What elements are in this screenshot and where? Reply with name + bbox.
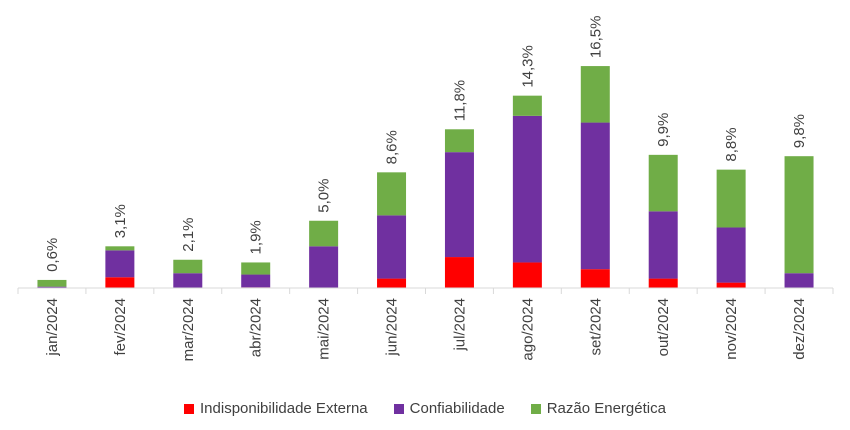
legend-swatch [184,403,195,414]
bar-segment-confiabilidade [580,122,610,270]
bar-segment-raz-o-energ-tica [580,66,610,123]
bar-segment-indisponibilidade-externa [648,278,678,288]
bar-segment-indisponibilidade-externa [580,269,610,288]
legend-item: Razão Energética [530,400,666,417]
bar-segment-raz-o-energ-tica [512,95,542,116]
x-tick-label: out/2024 [655,298,672,356]
bar-segment-raz-o-energ-tica [241,262,271,275]
bar-segment-confiabilidade [512,115,542,263]
bar-segment-raz-o-energ-tica [784,156,814,274]
x-tick-label: nov/2024 [723,298,740,360]
data-label: 16,5% [587,16,604,59]
data-label: 9,8% [791,114,808,148]
legend-item: Confiabilidade [393,400,505,417]
bar-segment-raz-o-energ-tica [377,172,407,216]
bar-segment-indisponibilidade-externa [377,278,407,288]
bar-segment-confiabilidade [309,246,339,288]
x-tick-label: abr/2024 [248,298,265,357]
data-label: 8,8% [723,127,740,161]
bar-segment-confiabilidade [105,250,135,278]
bar-segment-indisponibilidade-externa [716,282,746,288]
x-tick-label: fev/2024 [112,298,129,356]
legend-label: Confiabilidade [409,400,505,417]
data-label: 1,9% [248,220,265,254]
bar-segment-confiabilidade [716,227,746,283]
bar-segment-indisponibilidade-externa [444,257,474,288]
data-label: 8,6% [384,130,401,164]
bar-segment-indisponibilidade-externa [105,277,135,288]
bar-segment-confiabilidade [648,211,678,279]
x-tick-label: jan/2024 [44,298,61,357]
bar-segment-raz-o-energ-tica [37,279,67,287]
legend-item: Indisponibilidade Externa [184,400,368,417]
bar-segment-confiabilidade [377,215,407,279]
bar-segment-raz-o-energ-tica [716,169,746,228]
legend-label: Indisponibilidade Externa [200,400,368,417]
legend: Indisponibilidade Externa Confiabilidade R… [0,400,850,417]
bar-segment-raz-o-energ-tica [309,220,339,247]
x-tick-label: mai/2024 [316,298,333,360]
x-tick-label: ago/2024 [519,298,536,361]
stacked-bar-chart: 0,6% jan/2024 3,1% fev/2024 2,1% mar/2024 1,9%… [17,16,834,361]
bar-segment-confiabilidade [241,274,271,288]
x-tick-label: jul/2024 [451,298,468,352]
x-tick-label: set/2024 [587,298,604,356]
legend-swatch [530,403,541,414]
data-label: 5,0% [316,179,333,213]
bar-segment-confiabilidade [444,152,474,258]
x-tick-label: mar/2024 [180,298,197,361]
bar-segment-confiabilidade [173,273,203,288]
legend-swatch [393,403,404,414]
bar-segment-raz-o-energ-tica [648,154,678,212]
bar-segment-raz-o-energ-tica [173,259,203,274]
data-label: 11,8% [451,80,468,121]
bar-segment-indisponibilidade-externa [512,262,542,288]
bar-segment-raz-o-energ-tica [444,129,474,153]
data-label: 9,9% [655,113,672,147]
bar-segment-confiabilidade [37,286,67,288]
legend-label: Razão Energética [546,400,666,417]
data-label: 3,1% [112,204,129,238]
x-tick-label: jun/2024 [384,298,401,357]
data-label: 0,6% [44,238,61,272]
bar-segment-raz-o-energ-tica [105,246,135,251]
bar-segment-confiabilidade [784,273,814,288]
data-label: 2,1% [180,218,197,252]
data-label: 14,3% [519,45,536,88]
x-tick-label: dez/2024 [791,298,808,360]
